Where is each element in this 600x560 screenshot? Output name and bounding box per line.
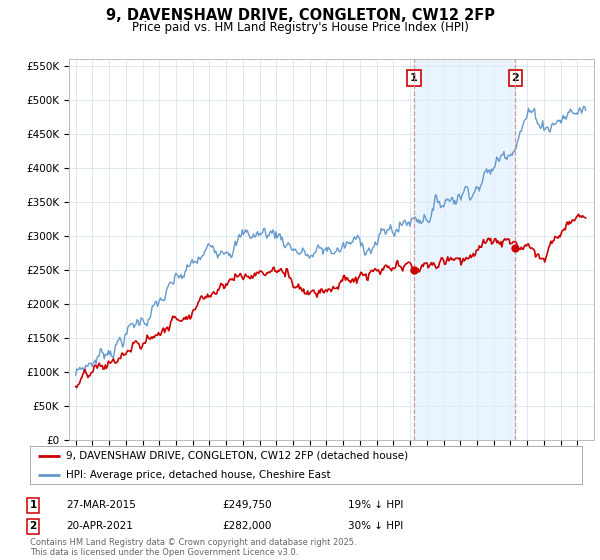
Text: 30% ↓ HPI: 30% ↓ HPI	[348, 521, 403, 531]
Text: HPI: Average price, detached house, Cheshire East: HPI: Average price, detached house, Ches…	[66, 470, 331, 480]
Text: 1: 1	[29, 500, 37, 510]
Text: 9, DAVENSHAW DRIVE, CONGLETON, CW12 2FP: 9, DAVENSHAW DRIVE, CONGLETON, CW12 2FP	[106, 8, 494, 24]
Text: Contains HM Land Registry data © Crown copyright and database right 2025.
This d: Contains HM Land Registry data © Crown c…	[30, 538, 356, 557]
Text: Price paid vs. HM Land Registry's House Price Index (HPI): Price paid vs. HM Land Registry's House …	[131, 21, 469, 34]
Text: 9, DAVENSHAW DRIVE, CONGLETON, CW12 2FP (detached house): 9, DAVENSHAW DRIVE, CONGLETON, CW12 2FP …	[66, 451, 408, 461]
Bar	[414, 59, 515, 440]
Text: 1: 1	[410, 73, 418, 83]
Text: £249,750: £249,750	[222, 500, 272, 510]
Text: 20-APR-2021: 20-APR-2021	[66, 521, 133, 531]
Text: 27-MAR-2015: 27-MAR-2015	[66, 500, 136, 510]
Text: 2: 2	[512, 73, 519, 83]
Text: £282,000: £282,000	[222, 521, 271, 531]
Text: 19% ↓ HPI: 19% ↓ HPI	[348, 500, 403, 510]
Text: 2: 2	[29, 521, 37, 531]
